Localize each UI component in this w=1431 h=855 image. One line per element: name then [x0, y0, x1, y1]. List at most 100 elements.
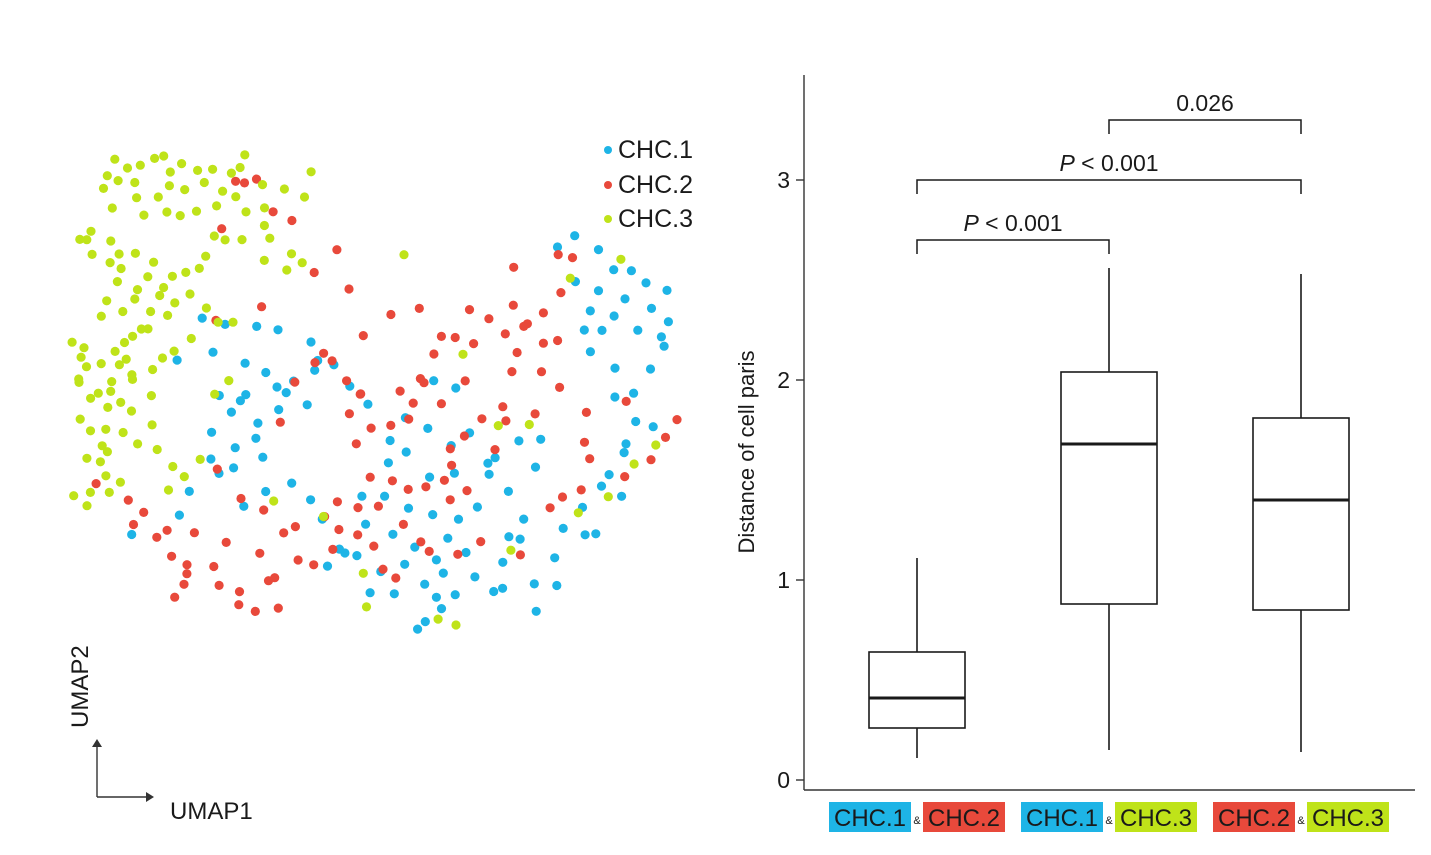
label-bg-right — [1115, 802, 1197, 832]
umap-point-chc1 — [388, 529, 398, 539]
umap-point-chc2 — [259, 505, 269, 515]
umap-point-chc2 — [91, 479, 101, 489]
umap-point-chc1 — [617, 491, 627, 501]
umap-point-chc3 — [616, 254, 626, 264]
umap-point-chc2 — [538, 308, 549, 318]
umap-point-chc1 — [504, 532, 514, 542]
umap-point-chc3 — [651, 440, 661, 450]
umap-point-chc2 — [332, 245, 342, 255]
umap-point-chc1 — [235, 396, 245, 406]
umap-point-chc1 — [361, 519, 371, 529]
umap-point-chc1 — [490, 453, 500, 463]
umap-point-chc1 — [438, 568, 448, 578]
legend-label-chc2: CHC.2 — [618, 171, 693, 199]
umap-point-chc1 — [631, 416, 641, 427]
umap-point-chc1 — [428, 509, 438, 520]
umap-point-chc1 — [239, 501, 249, 511]
umap-point-chc3 — [265, 233, 275, 243]
umap-point-chc1 — [184, 486, 194, 496]
umap-point-chc3 — [212, 201, 222, 211]
umap-point-chc1 — [530, 462, 541, 472]
label-left-text: CHC.1 — [1026, 805, 1098, 832]
umap-point-chc3 — [148, 364, 158, 375]
umap-point-chc2 — [536, 367, 547, 377]
umap-point-chc3 — [210, 389, 220, 399]
umap-point-chc3 — [106, 386, 116, 396]
umap-point-chc2 — [512, 347, 522, 358]
umap-point-chc1 — [400, 559, 410, 569]
umap-point-chc2 — [221, 537, 231, 548]
umap-point-chc3 — [506, 545, 516, 555]
umap-point-chc3 — [82, 453, 92, 463]
label-right-text: CHC.3 — [1312, 805, 1384, 832]
umap-point-chc3 — [169, 346, 179, 356]
umap-point-chc2 — [373, 501, 383, 511]
umap-point-chc2 — [234, 587, 245, 597]
label-left-text: CHC.1 — [834, 805, 906, 832]
umap-point-chc3 — [163, 485, 174, 495]
umap-point-chc1 — [365, 588, 375, 598]
umap-point-chc2 — [179, 579, 189, 589]
umap-point-chc3 — [147, 420, 157, 430]
umap-point-chc3 — [104, 487, 114, 497]
umap-point-chc1 — [580, 530, 590, 540]
umap-point-chc2 — [501, 416, 511, 426]
bracket-line — [916, 239, 1110, 254]
umap-point-chc2 — [268, 207, 278, 217]
umap-point-chc2 — [263, 576, 274, 586]
umap-point-chc1 — [252, 321, 262, 331]
umap-point-chc3 — [132, 193, 142, 203]
umap-point-chc1 — [579, 325, 589, 335]
umap-point-chc1 — [609, 311, 619, 321]
umap-point-chc3 — [114, 249, 124, 259]
umap-point-chc3 — [82, 235, 92, 245]
umap-point-chc3 — [168, 461, 178, 472]
umap-point-chc2 — [450, 332, 460, 343]
umap-point-chc3 — [164, 181, 174, 191]
umap-point-chc3 — [153, 192, 163, 202]
umap-point-chc1 — [619, 448, 629, 458]
umap-point-chc3 — [297, 258, 307, 268]
umap-point-chc3 — [220, 235, 230, 245]
umap-point-chc2 — [581, 407, 592, 417]
umap-point-chc1 — [357, 491, 367, 501]
umap-point-chc2 — [391, 573, 401, 583]
umap-point-chc1 — [620, 294, 630, 304]
bracket-2: P < 0.001 — [916, 150, 1302, 194]
umap-point-chc2 — [555, 382, 565, 392]
umap-point-chc3 — [218, 186, 228, 196]
umap-point-chc2 — [327, 356, 337, 366]
umap-point-chc2 — [424, 546, 434, 557]
umap-points — [67, 150, 682, 634]
umap-point-chc2 — [416, 537, 426, 547]
umap-point-chc1 — [489, 586, 499, 597]
label-bg-right — [923, 802, 1005, 832]
umap-point-chc1 — [453, 514, 464, 524]
umap-point-chc1 — [610, 363, 620, 373]
umap-point-chc3 — [139, 210, 149, 220]
umap-point-chc1 — [646, 303, 657, 313]
umap-point-chc3 — [116, 263, 126, 274]
umap-point-chc3 — [433, 614, 443, 624]
umap-point-chc3 — [118, 427, 128, 438]
umap-point-chc2 — [460, 376, 470, 386]
umap-point-chc3 — [96, 359, 106, 369]
umap-point-chc1 — [261, 486, 271, 497]
umap-point-chc3 — [286, 249, 297, 259]
umap-point-chc2 — [162, 525, 172, 535]
umap-point-chc3 — [259, 255, 269, 265]
umap-point-chc3 — [165, 167, 175, 177]
box-iqr — [1060, 371, 1158, 605]
label-amp-text: & — [913, 815, 921, 827]
umap-point-chc3 — [135, 160, 145, 170]
umap-point-chc2 — [459, 431, 469, 441]
umap-point-chc1 — [483, 458, 493, 468]
umap-point-chc2 — [128, 519, 139, 530]
umap-point-chc3 — [170, 298, 180, 308]
umap-point-chc3 — [115, 477, 125, 487]
umap-point-chc3 — [361, 602, 372, 612]
umap-point-chc3 — [240, 150, 250, 160]
umap-point-chc3 — [209, 231, 219, 241]
umap-point-chc1 — [306, 337, 316, 347]
umap-point-chc3 — [159, 151, 169, 161]
